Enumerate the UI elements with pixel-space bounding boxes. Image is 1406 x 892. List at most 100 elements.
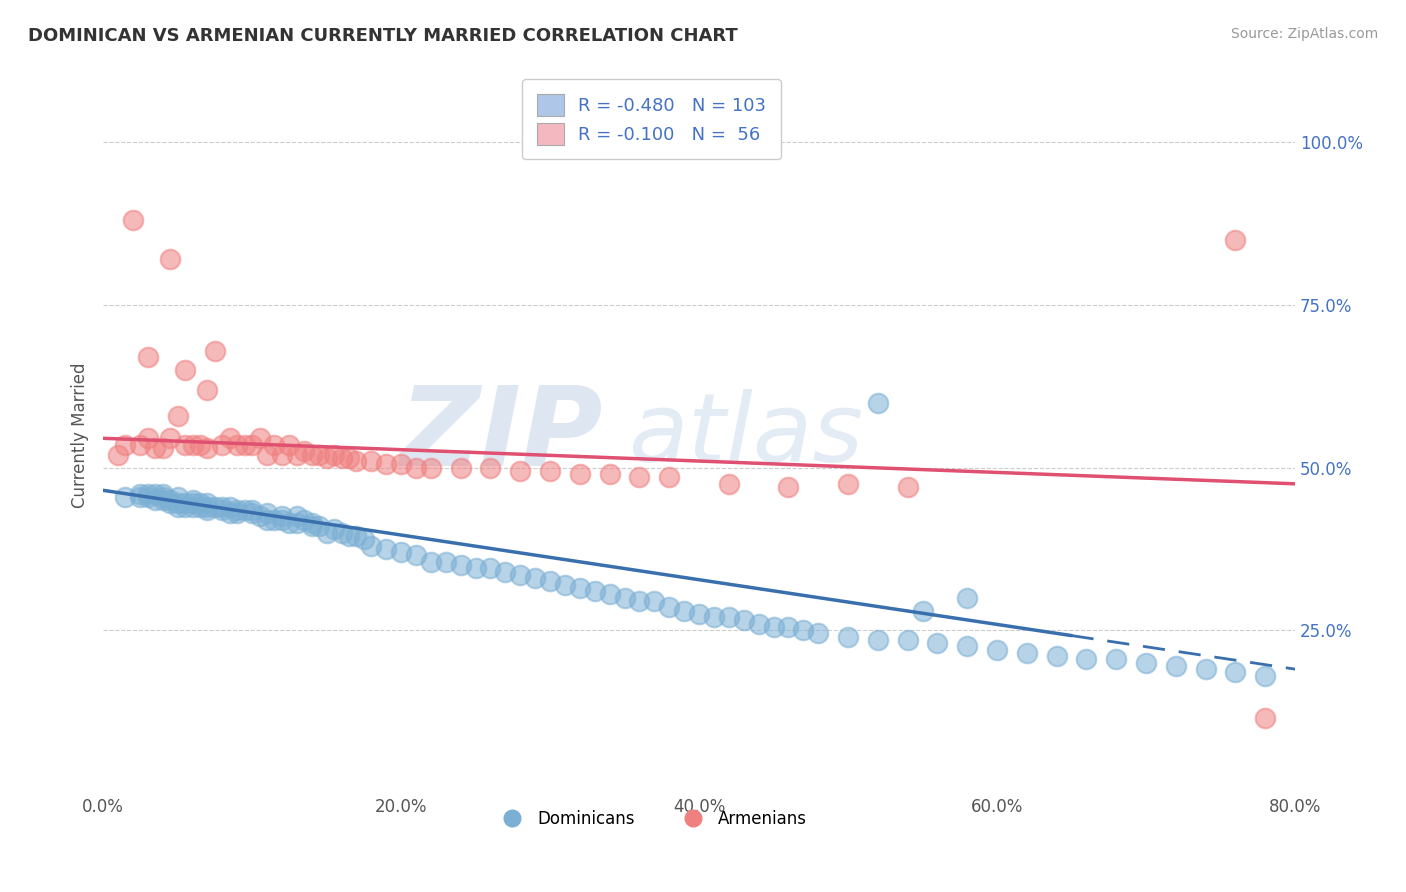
Point — [240, 503, 263, 517]
Point — [188, 438, 211, 452]
Point — [464, 561, 486, 575]
Point — [159, 252, 181, 267]
Point — [1135, 656, 1157, 670]
Point — [419, 460, 441, 475]
Point — [181, 496, 204, 510]
Point — [233, 503, 256, 517]
Text: Source: ZipAtlas.com: Source: ZipAtlas.com — [1230, 27, 1378, 41]
Point — [143, 493, 166, 508]
Point — [285, 448, 308, 462]
Point — [337, 450, 360, 465]
Text: ZIP: ZIP — [401, 382, 603, 489]
Point — [129, 490, 152, 504]
Point — [375, 458, 398, 472]
Point — [159, 431, 181, 445]
Point — [129, 486, 152, 500]
Point — [807, 626, 830, 640]
Point — [263, 438, 285, 452]
Point — [613, 591, 636, 605]
Point — [218, 500, 240, 514]
Point — [643, 594, 665, 608]
Point — [166, 496, 188, 510]
Point — [129, 438, 152, 452]
Point — [568, 581, 591, 595]
Point — [271, 512, 294, 526]
Point — [197, 496, 219, 510]
Point — [143, 486, 166, 500]
Point — [174, 438, 197, 452]
Point — [204, 343, 226, 358]
Point — [308, 448, 330, 462]
Point — [159, 496, 181, 510]
Point — [733, 613, 755, 627]
Point — [159, 493, 181, 508]
Point — [897, 480, 920, 494]
Point — [197, 441, 219, 455]
Point — [628, 470, 651, 484]
Point — [837, 476, 859, 491]
Point — [717, 476, 740, 491]
Point — [226, 503, 249, 517]
Point — [114, 490, 136, 504]
Point — [658, 470, 681, 484]
Point — [152, 490, 174, 504]
Point — [330, 450, 353, 465]
Point — [181, 493, 204, 508]
Point — [166, 500, 188, 514]
Point — [658, 600, 681, 615]
Point — [240, 438, 263, 452]
Point — [143, 441, 166, 455]
Point — [762, 620, 785, 634]
Point — [152, 486, 174, 500]
Point — [1225, 665, 1247, 680]
Point — [360, 454, 382, 468]
Point — [197, 500, 219, 514]
Point — [181, 438, 204, 452]
Point — [256, 506, 278, 520]
Point — [308, 519, 330, 533]
Point — [211, 500, 233, 514]
Point — [249, 431, 271, 445]
Point — [509, 464, 531, 478]
Point — [628, 594, 651, 608]
Point — [337, 529, 360, 543]
Point — [152, 493, 174, 508]
Point — [249, 509, 271, 524]
Point — [1254, 711, 1277, 725]
Point — [188, 496, 211, 510]
Point — [218, 431, 240, 445]
Point — [1046, 649, 1069, 664]
Point — [450, 558, 472, 573]
Point — [703, 610, 725, 624]
Point — [107, 448, 129, 462]
Point — [278, 438, 301, 452]
Point — [748, 616, 770, 631]
Point — [509, 567, 531, 582]
Point — [218, 506, 240, 520]
Point — [344, 529, 367, 543]
Point — [956, 591, 979, 605]
Point — [1194, 662, 1216, 676]
Point — [1225, 233, 1247, 247]
Point — [1164, 658, 1187, 673]
Point — [301, 516, 323, 530]
Y-axis label: Currently Married: Currently Married — [72, 362, 89, 508]
Point — [583, 584, 606, 599]
Point — [285, 516, 308, 530]
Point — [197, 503, 219, 517]
Point — [166, 490, 188, 504]
Point — [524, 571, 547, 585]
Point — [956, 640, 979, 654]
Point — [114, 438, 136, 452]
Point — [122, 213, 145, 227]
Point — [479, 561, 502, 575]
Point — [897, 632, 920, 647]
Point — [278, 516, 301, 530]
Point — [256, 512, 278, 526]
Point — [226, 438, 249, 452]
Point — [1105, 652, 1128, 666]
Point — [866, 395, 889, 409]
Point — [330, 525, 353, 540]
Point — [360, 539, 382, 553]
Point — [315, 450, 337, 465]
